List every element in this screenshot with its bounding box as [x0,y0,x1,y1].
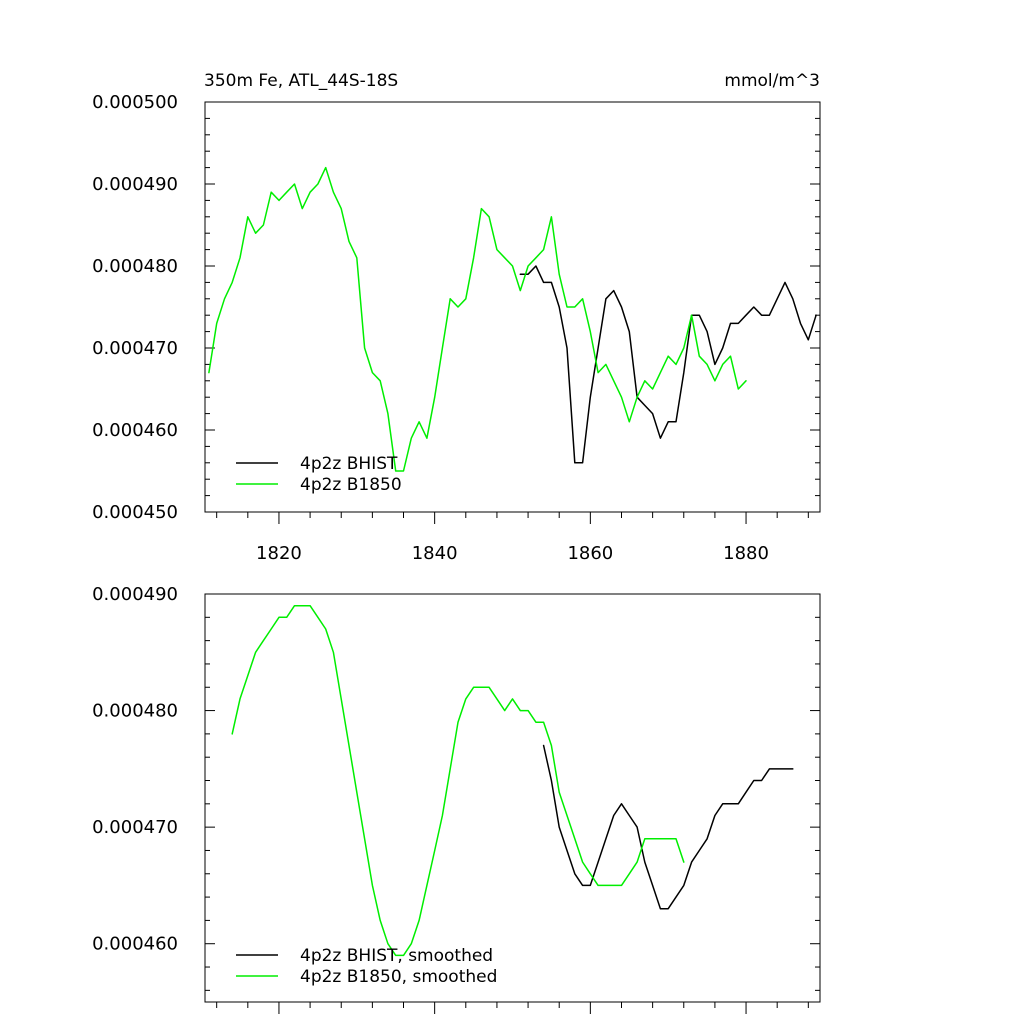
y-tick-label: 0.000460 [92,420,178,441]
x-tick-label: 1860 [567,543,613,564]
series-line-b1850 [208,166,747,472]
units-label: mmol/m^3 [724,71,820,91]
bottom-panel: 0.000460 0.000470 0.000480 0.000490 4p2z BHI… [92,584,821,1014]
y-tick-label: 0.000480 [92,256,178,277]
y-tick-label: 0.000500 [92,92,178,113]
series-line-b1850 [231,604,685,957]
series-line-bhist [519,265,817,464]
chart-title: 350m Fe, ATL_44S-18S [204,71,398,91]
plot-frame [204,101,821,513]
y-tick-label: 0.000490 [92,174,178,195]
y-tick-label: 0.000490 [92,584,178,605]
series-line-bhist [542,744,794,910]
plot-frame [204,593,821,1003]
x-tick-label: 1880 [723,543,769,564]
legend-label: 4p2z BHIST [300,454,398,474]
x-tick-label: 1840 [412,543,458,564]
y-tick-label: 0.000480 [92,701,178,722]
y-tick-label: 0.000450 [92,502,178,523]
legend-label: 4p2z B1850 [300,475,402,495]
y-tick-label: 0.000460 [92,934,178,955]
y-tick-label: 0.000470 [92,338,178,359]
legend-label: 4p2z B1850, smoothed [300,967,497,987]
legend-label: 4p2z BHIST, smoothed [300,946,493,966]
top-panel: 350m Fe, ATL_44S-18S mmol/m^3 0.000450 0.… [92,71,821,564]
y-tick-label: 0.000470 [92,817,178,838]
x-tick-label: 1820 [256,543,302,564]
